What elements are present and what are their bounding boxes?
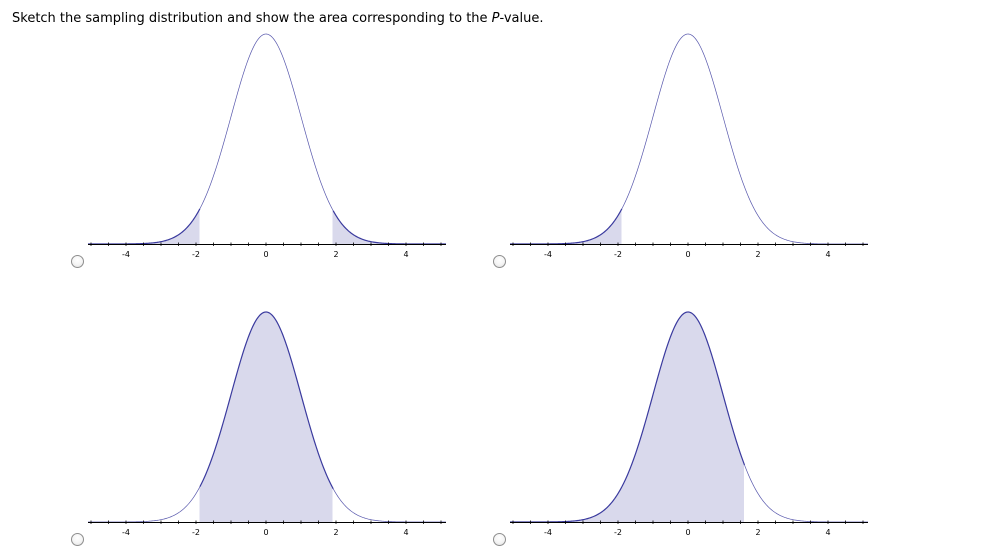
radio-button-option-3[interactable]: [71, 533, 84, 546]
normal-curve-line: [88, 208, 201, 245]
shaded-pvalue-area-4-1: [510, 312, 744, 522]
question-text-after: -value.: [499, 11, 544, 26]
x-tick-label: 0: [685, 250, 690, 259]
answer-option-3[interactable]: -4 -2 0 2 4: [68, 300, 488, 560]
normal-curve-plot-option-3: -4 -2 0 2 4: [88, 311, 446, 537]
normal-curve-line: [199, 311, 334, 490]
radio-button-option-2[interactable]: [493, 255, 506, 268]
x-tick-label: -2: [192, 250, 200, 259]
x-tick-label: -4: [544, 250, 552, 259]
radio-button-option-1[interactable]: [71, 255, 84, 268]
normal-curve-plot-option-4: -4 -2 0 2 4: [510, 311, 868, 537]
normal-curve-line: [332, 210, 446, 245]
shaded-pvalue-area-3-1: [199, 312, 333, 522]
x-tick-label: 2: [755, 528, 760, 537]
x-tick-label: 2: [333, 250, 338, 259]
radio-button-option-4[interactable]: [493, 533, 506, 546]
shaded-pvalue-area-2-1: [510, 209, 622, 244]
x-tick-label: 2: [333, 528, 338, 537]
x-tick-label: -4: [122, 528, 130, 537]
normal-curve-line: [744, 464, 868, 523]
x-tick-label: 0: [263, 250, 268, 259]
normal-curve-line: [332, 488, 446, 523]
normal-curve-line: [510, 208, 623, 245]
normal-curve-line: [88, 486, 201, 523]
normal-curve-line: [199, 33, 334, 211]
question-text-italic: P: [491, 11, 500, 26]
shaded-pvalue-area-1-2: [332, 209, 446, 244]
x-tick-label: -2: [614, 528, 622, 537]
x-tick-label: 4: [403, 250, 408, 259]
normal-curve-line: [621, 33, 868, 245]
x-tick-label: -4: [544, 528, 552, 537]
x-tick-label: 4: [825, 250, 830, 259]
answer-option-2[interactable]: -4 -2 0 2 4: [490, 22, 910, 282]
x-tick-label: 2: [755, 250, 760, 259]
answer-option-4[interactable]: -4 -2 0 2 4: [490, 300, 910, 560]
x-tick-label: -2: [614, 250, 622, 259]
question-text-before: Sketch the sampling distribution and sho…: [12, 11, 492, 26]
answer-option-1[interactable]: -4 -2 0 2 4: [68, 22, 488, 282]
x-tick-label: -4: [122, 250, 130, 259]
normal-curve-plot-option-2: -4 -2 0 2 4: [510, 33, 868, 259]
x-tick-label: 0: [685, 528, 690, 537]
x-tick-label: -2: [192, 528, 200, 537]
x-tick-label: 0: [263, 528, 268, 537]
shaded-pvalue-area-1-1: [88, 209, 200, 244]
x-tick-label: 4: [825, 528, 830, 537]
normal-curve-plot-option-1: -4 -2 0 2 4: [88, 33, 446, 259]
x-tick-label: 4: [403, 528, 408, 537]
normal-curve-line: [510, 311, 746, 523]
question-prompt: Sketch the sampling distribution and sho…: [12, 10, 543, 28]
